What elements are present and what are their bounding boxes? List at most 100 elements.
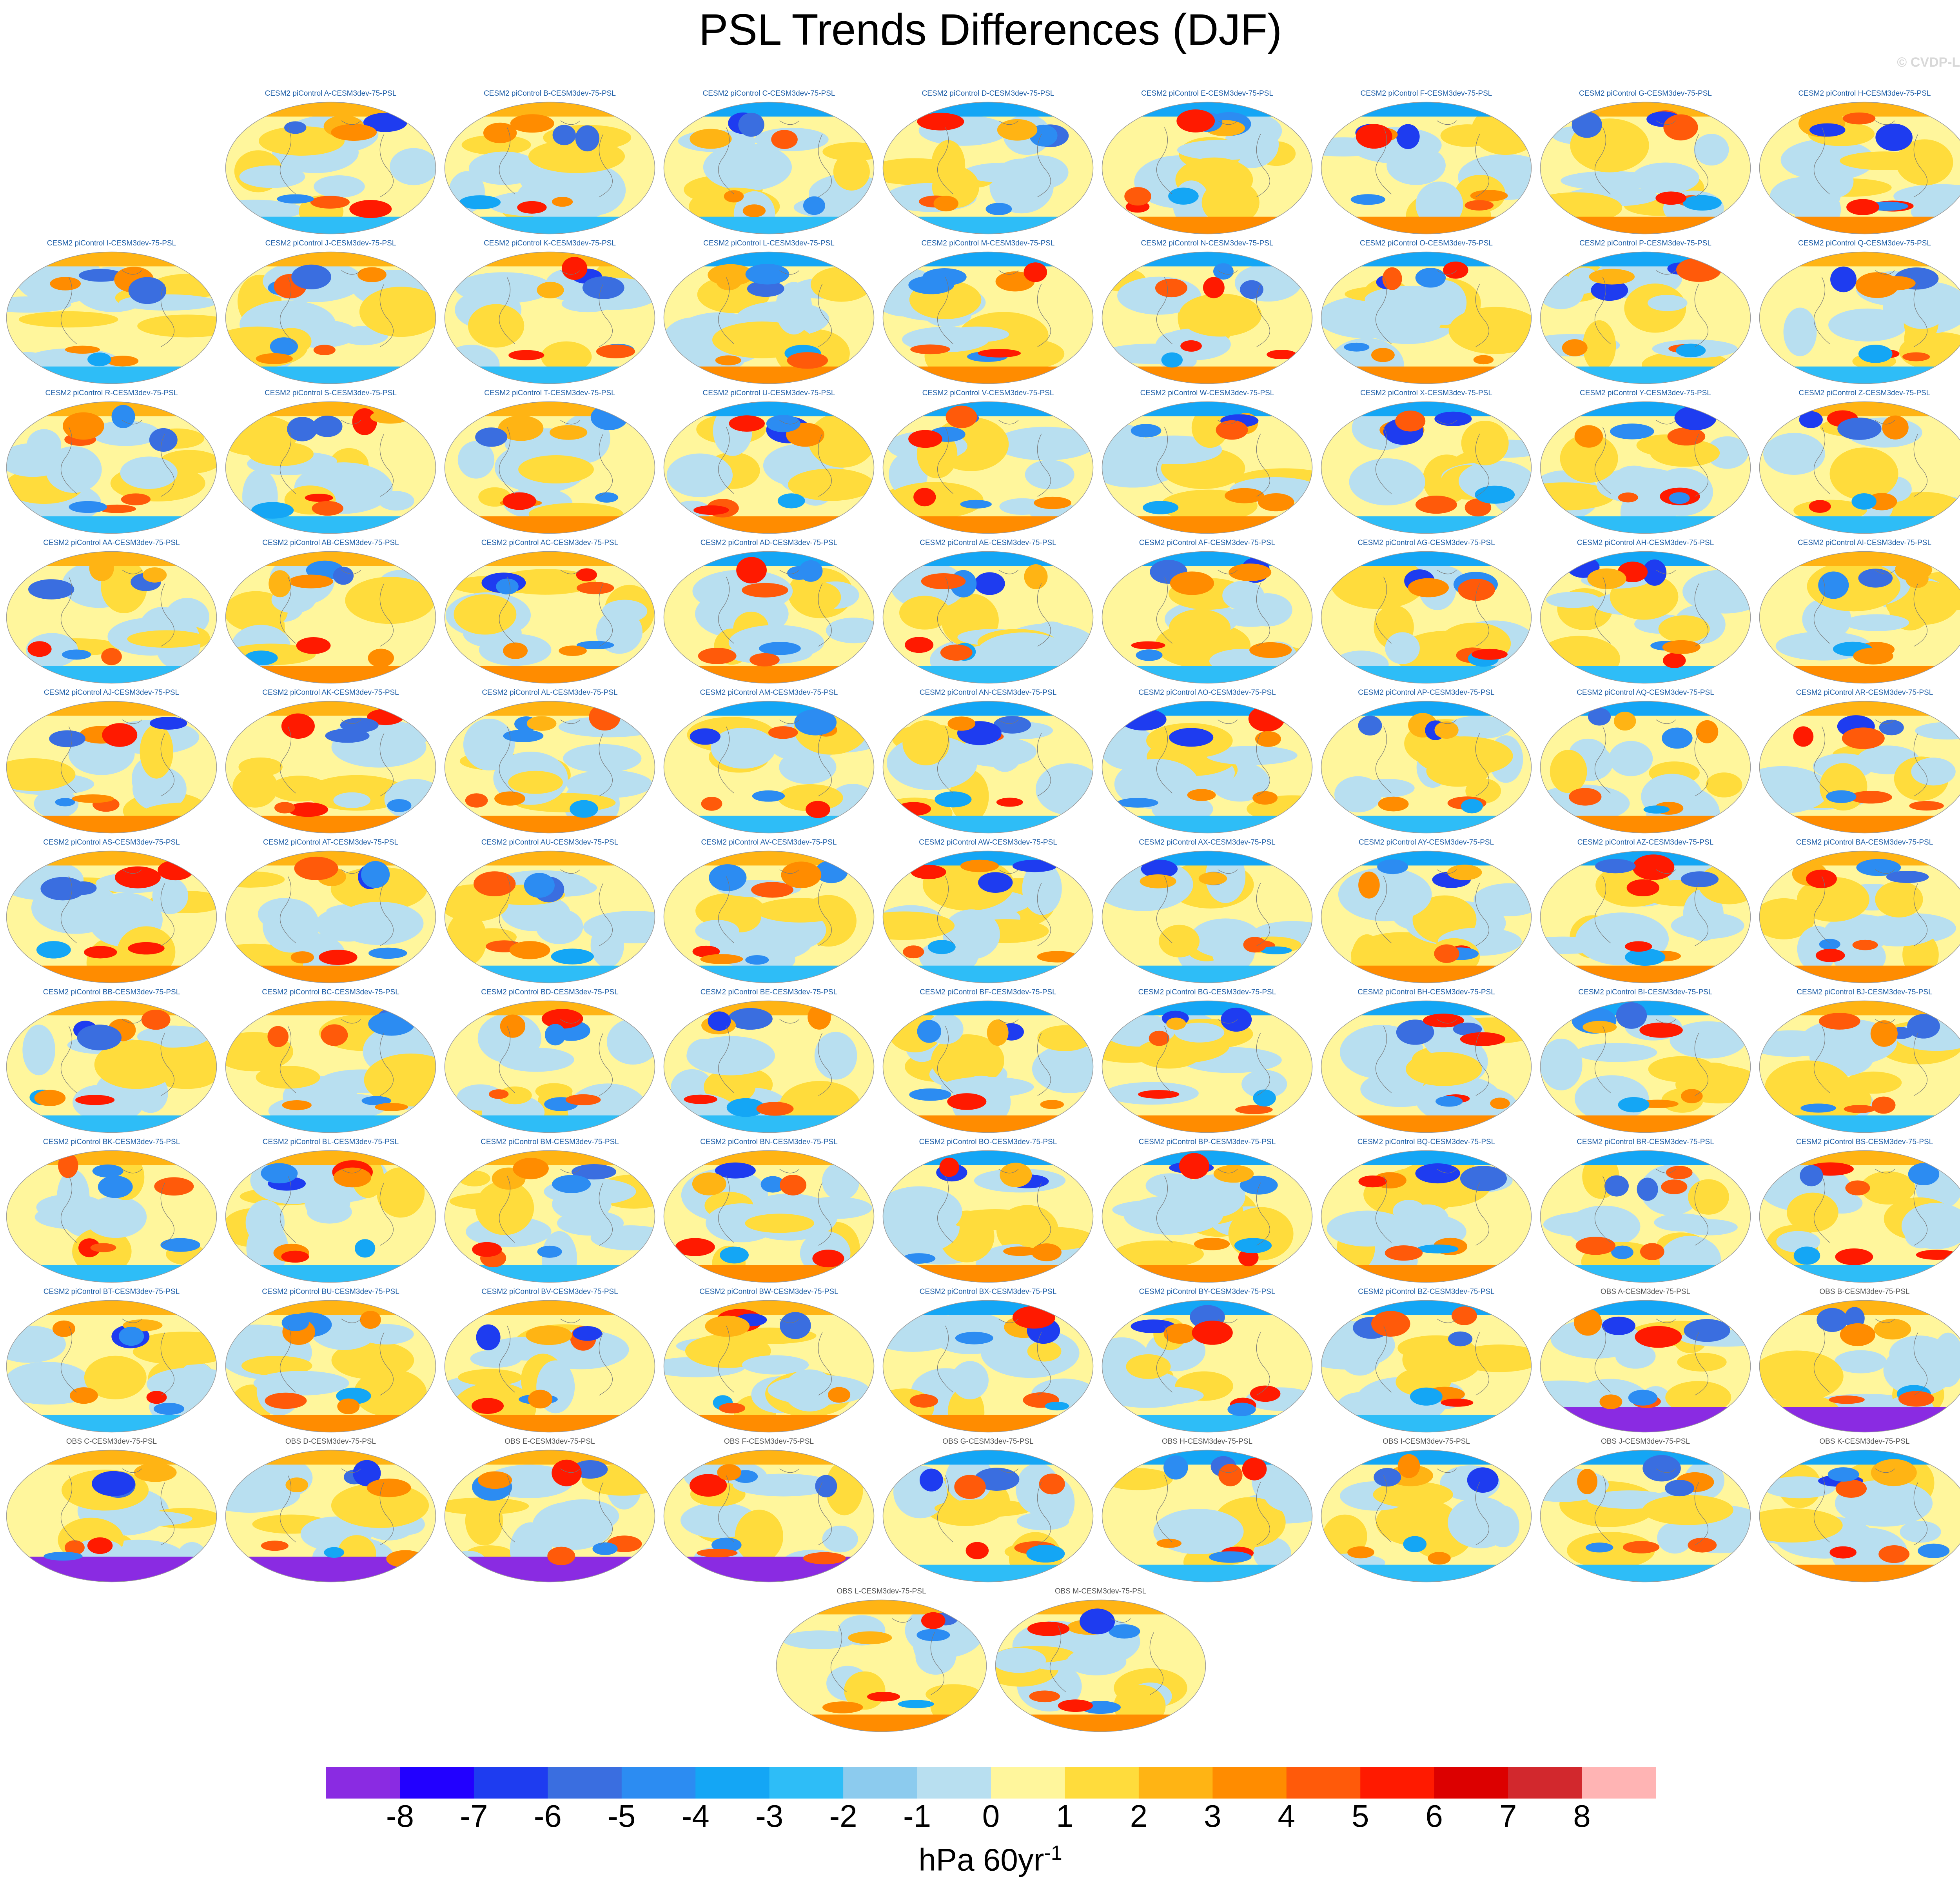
coastline	[718, 719, 832, 796]
southern-anomaly	[75, 1095, 115, 1105]
field-blob	[336, 901, 424, 945]
pressure-center	[908, 430, 942, 448]
map-panel: CESM2 piControl AQ-CESM3dev-75-PSL	[1539, 689, 1752, 838]
north-polar-band	[664, 1001, 874, 1016]
pressure-center	[1908, 1163, 1940, 1186]
pressure-center	[102, 723, 138, 747]
southern-anomaly	[595, 492, 619, 503]
pressure-center	[1616, 1002, 1647, 1029]
pressure-center	[946, 405, 977, 428]
coastline	[60, 1169, 174, 1246]
panel-title: CESM2 piControl AV-CESM3dev-75-PSL	[701, 838, 837, 847]
units-exponent: -1	[1044, 1842, 1062, 1864]
field-blob	[926, 1684, 981, 1704]
colorbar-tick-label: 1	[1056, 1799, 1074, 1833]
map-panels: CESM2 piControl A-CESM3dev-75-PSL CESM2 p…	[5, 89, 1960, 1732]
southern-anomaly	[1187, 789, 1216, 801]
pressure-center	[742, 583, 788, 598]
pressure-center	[1240, 1176, 1278, 1195]
southern-anomaly	[62, 649, 91, 660]
colorbar-tick-label: -3	[755, 1799, 784, 1833]
pressure-center	[954, 1475, 986, 1499]
southern-anomaly	[90, 1243, 116, 1252]
coastline	[1375, 1019, 1489, 1096]
coastline	[1156, 719, 1270, 796]
map-panel: CESM2 piControl AP-CESM3dev-75-PSL	[1319, 689, 1533, 838]
map-svg	[663, 251, 875, 384]
pressure-center	[1242, 1457, 1267, 1481]
panel-title: CESM2 piControl AH-CESM3dev-75-PSL	[1577, 539, 1714, 547]
southern-anomaly	[1628, 1390, 1658, 1406]
map-svg	[663, 1000, 875, 1133]
colorbar-box	[1508, 1767, 1583, 1799]
southern-anomaly	[282, 1100, 312, 1110]
southern-anomaly	[867, 1692, 900, 1702]
southern-anomaly	[318, 950, 358, 965]
field-blob	[1632, 162, 1700, 194]
coastline	[1156, 120, 1270, 197]
south-polar-band	[1102, 1265, 1312, 1283]
pressure-center	[1382, 267, 1402, 290]
southern-anomaly	[65, 345, 100, 354]
map-panel: CESM2 piControl BF-CESM3dev-75-PSL	[881, 988, 1095, 1137]
field-blob	[782, 1630, 857, 1650]
field-blob	[1911, 758, 1956, 786]
map-svg	[1321, 551, 1532, 684]
pressure-center	[1663, 114, 1698, 141]
pressure-center	[1408, 578, 1449, 598]
pressure-center	[1039, 1473, 1065, 1495]
panel-title: CESM2 piControl BK-CESM3dev-75-PSL	[43, 1138, 180, 1146]
southern-anomaly	[1225, 488, 1265, 503]
panel-title: CESM2 piControl K-CESM3dev-75-PSL	[484, 239, 616, 247]
map-panel: CESM2 piControl BK-CESM3dev-75-PSL	[5, 1138, 218, 1287]
map-outline	[663, 401, 875, 534]
coastline	[1594, 1019, 1708, 1096]
colorbar-box	[1065, 1767, 1139, 1799]
map-svg	[995, 1599, 1206, 1732]
field-blob	[941, 1076, 1034, 1097]
southern-anomaly	[465, 793, 488, 808]
coastline	[1813, 1169, 1927, 1246]
field-blob	[942, 909, 1000, 959]
pressure-center	[294, 856, 338, 880]
pressure-center	[1120, 709, 1167, 731]
pressure-center	[267, 1026, 289, 1047]
pressure-center	[1358, 716, 1382, 736]
pressure-center	[1460, 1166, 1507, 1191]
map-outline	[1540, 701, 1751, 834]
panel-title: CESM2 piControl AX-CESM3dev-75-PSL	[1139, 838, 1276, 847]
map-outline	[1321, 102, 1532, 234]
map-svg	[663, 102, 875, 234]
panel-title: CESM2 piControl AR-CESM3dev-75-PSL	[1796, 689, 1933, 697]
field-blob	[1546, 592, 1600, 608]
north-polar-band	[1321, 402, 1532, 416]
south-polar-band	[664, 216, 874, 234]
southern-anomaly	[1909, 801, 1944, 811]
map-panel: CESM2 piControl BR-CESM3dev-75-PSL	[1539, 1138, 1752, 1287]
map-panel: OBS I-CESM3dev-75-PSL	[1319, 1437, 1533, 1586]
pressure-center	[77, 1025, 122, 1050]
map-svg	[1102, 1000, 1313, 1133]
coastline	[830, 1618, 944, 1695]
field-blob	[258, 898, 312, 930]
coastline	[937, 570, 1051, 647]
map-outline	[1102, 701, 1313, 834]
southern-anomaly	[1851, 493, 1877, 510]
south-polar-band	[6, 1115, 217, 1133]
coastline	[60, 570, 174, 647]
coastline	[718, 270, 832, 347]
southern-anomaly	[1259, 946, 1292, 954]
map-panel: CESM2 piControl BS-CESM3dev-75-PSL	[1758, 1138, 1960, 1287]
southern-anomaly	[508, 350, 544, 360]
southern-anomaly	[905, 637, 934, 653]
field-blob	[768, 1375, 869, 1405]
southern-anomaly	[1417, 1244, 1459, 1254]
map-panel: CESM2 piControl E-CESM3dev-75-PSL	[1100, 89, 1314, 238]
southern-anomaly	[1371, 348, 1395, 362]
map-panel: CESM2 piControl BO-CESM3dev-75-PSL	[881, 1138, 1095, 1287]
map-outline	[1759, 551, 1960, 684]
south-polar-band	[1540, 1407, 1751, 1432]
panel-title: CESM2 piControl V-CESM3dev-75-PSL	[922, 389, 1054, 397]
map-outline	[1321, 401, 1532, 534]
pressure-center	[154, 1177, 194, 1196]
